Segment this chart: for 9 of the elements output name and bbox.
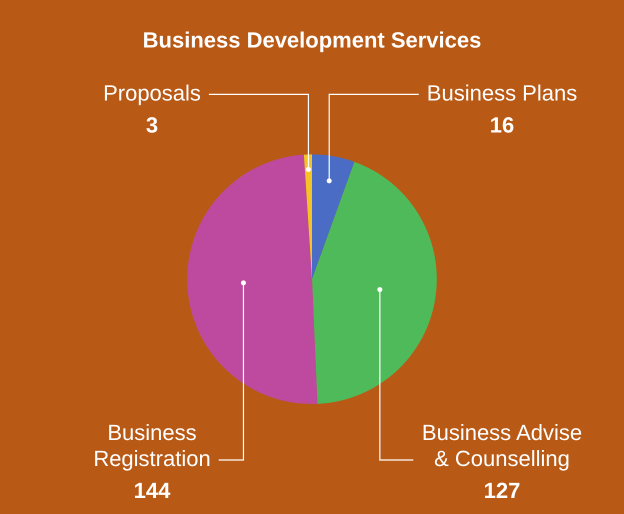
slice-label: Business Registration	[93, 420, 211, 472]
chart-title: Business Development Services	[142, 27, 482, 52]
data-label: 127	[484, 478, 520, 504]
data-label: 144	[134, 478, 172, 504]
slice-label: Proposals	[103, 80, 201, 106]
data-label: 16	[490, 112, 514, 138]
data-label: 3	[146, 112, 158, 138]
slice-label: Business Advise & Counselling	[422, 420, 582, 472]
slice-label: Business Plans	[426, 80, 578, 106]
